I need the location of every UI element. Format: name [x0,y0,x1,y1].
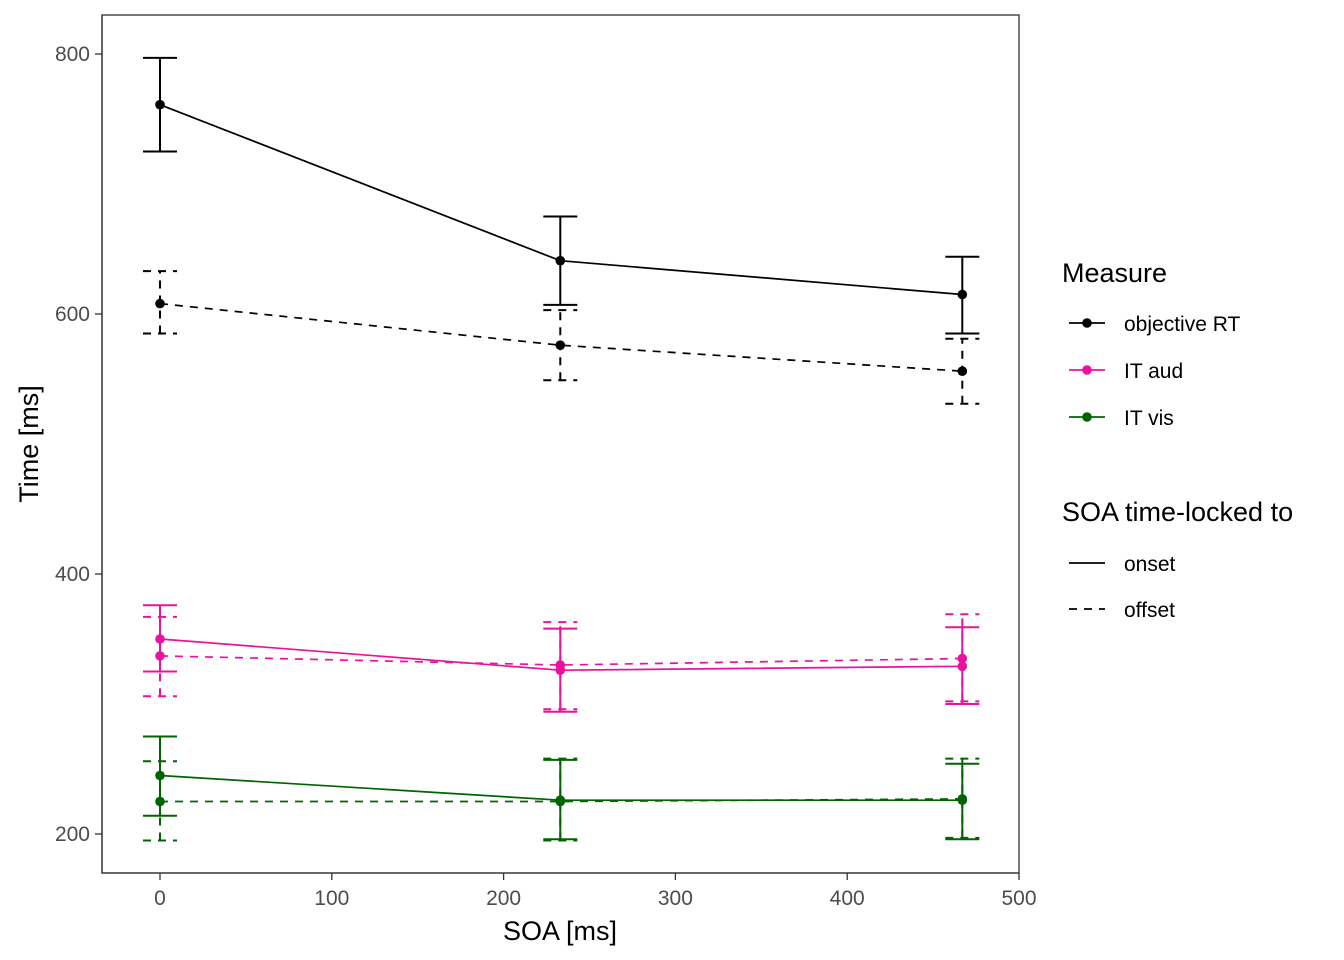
legend-label: offset [1124,599,1175,622]
data-point [155,651,165,661]
legend-item-objective_rt: objective RT [1069,313,1241,336]
legend-item-it_aud: IT aud [1069,360,1183,383]
y-axis-title: Time [ms] [14,385,44,503]
x-tick-label: 400 [830,887,865,910]
data-point [957,794,968,804]
data-point [555,340,566,351]
error-bar [143,760,177,842]
error-bar [543,757,578,842]
data-point [155,796,165,807]
y-tick-label: 600 [55,303,90,326]
x-tick-label: 200 [486,887,521,910]
legend-key-point [1082,365,1092,375]
error-bar [945,757,980,839]
error-bar [143,615,177,698]
legend-title-lock: SOA time-locked to [1062,497,1293,527]
data-point [155,298,165,309]
legend-item-it_vis: IT vis [1069,407,1174,430]
y-tick-label: 400 [55,563,90,586]
y-tick-label: 800 [55,43,90,66]
x-tick-label: 100 [314,887,349,910]
error-bar [945,613,980,703]
legend-item-offset: offset [1069,599,1175,622]
data-marks [143,56,980,842]
legend-item-onset: onset [1069,553,1176,576]
data-point [555,796,566,807]
error-bar [543,621,578,711]
data-point [957,653,968,664]
series-objective_rt-offset [143,270,980,405]
series-it_aud-offset [143,613,980,711]
legend-label: IT vis [1124,407,1174,430]
legend-title-measure: Measure [1062,258,1167,288]
data-point [555,255,566,266]
x-axis-title: SOA [ms] [503,916,617,946]
data-point [555,660,566,670]
data-point [155,634,165,644]
data-point [957,289,968,300]
data-point [957,366,968,377]
series-objective_rt-onset [143,56,980,335]
legend: Measure SOA time-locked to objective RT I… [1062,258,1293,622]
plot-panel [101,14,1020,874]
legend-key-point [1082,412,1092,422]
x-tick-label: 0 [154,887,166,910]
series-it_vis-offset [143,757,980,842]
legend-key-point [1082,318,1092,328]
x-tick-label: 300 [658,887,693,910]
y-tick-label: 200 [55,823,90,846]
data-point [155,99,165,110]
legend-label: IT aud [1124,360,1183,383]
legend-label: objective RT [1124,313,1241,336]
x-tick-label: 500 [1001,887,1036,910]
axes: 0 100 200 300 400 500 200 400 600 800 [55,15,1037,910]
legend-label: onset [1124,553,1176,576]
